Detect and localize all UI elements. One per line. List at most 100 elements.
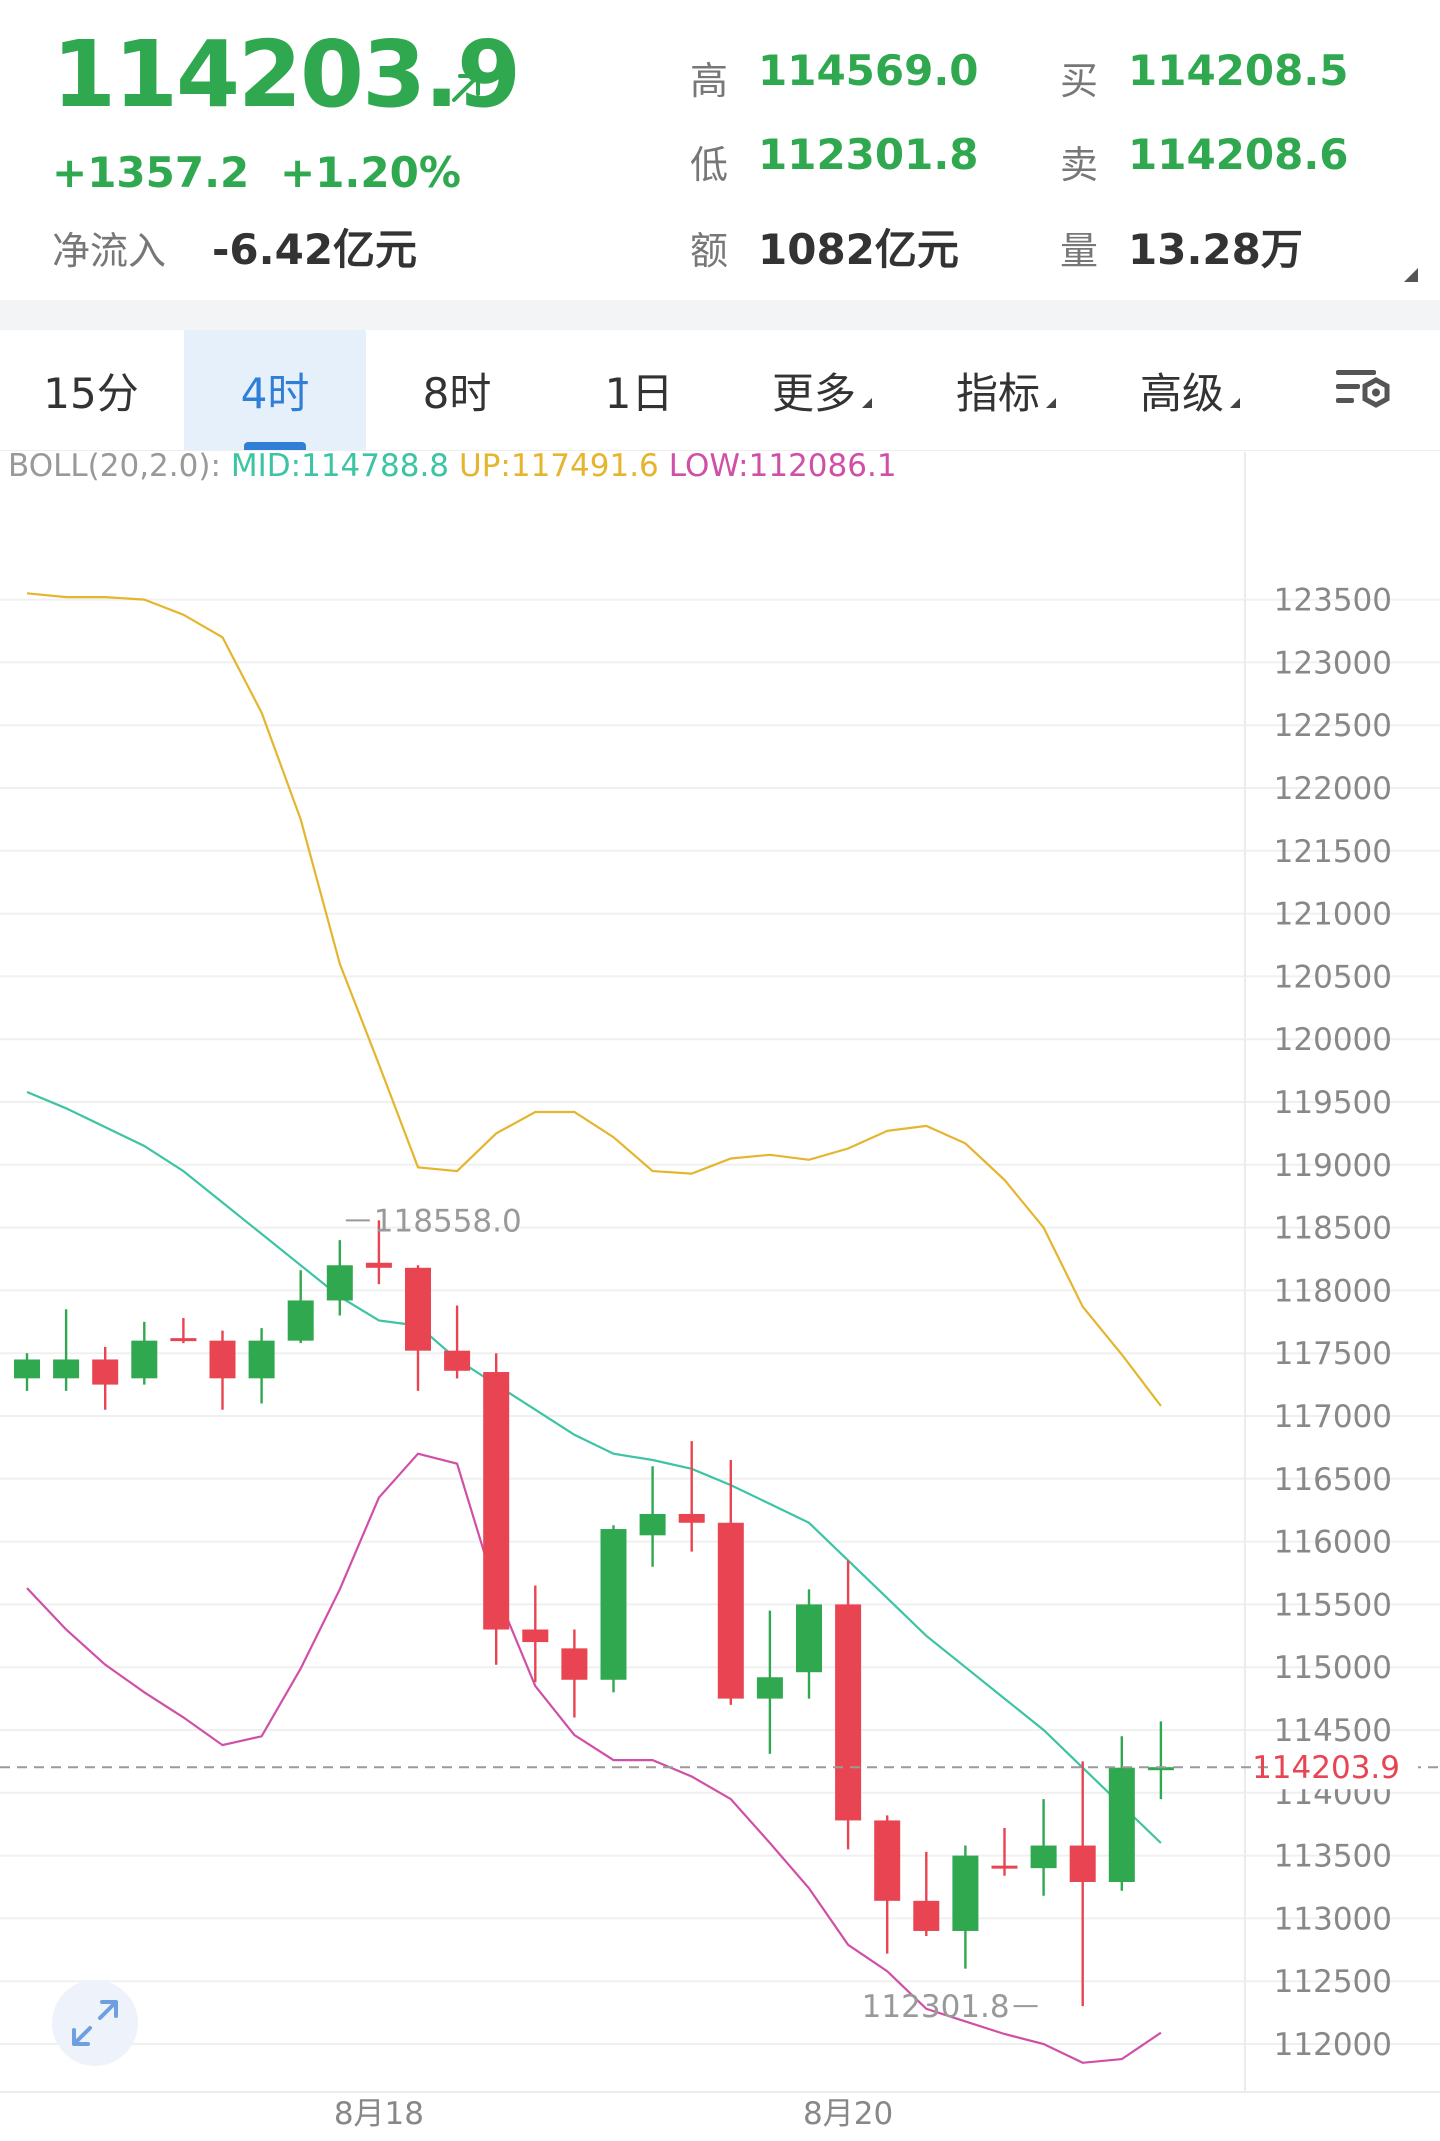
y-tick-label: 114500 xyxy=(1274,1713,1392,1749)
dropdown-triangle-icon xyxy=(862,398,872,408)
candle-body xyxy=(717,1522,744,1699)
last-price: 114203.9 xyxy=(52,21,521,128)
candle-body xyxy=(522,1629,549,1643)
candle-body xyxy=(1147,1767,1174,1771)
y-tick-label: 123500 xyxy=(1274,583,1392,619)
tab-label: 1日 xyxy=(604,368,674,418)
current-price-label-bg xyxy=(1268,1743,1418,1790)
dropdown-triangle-icon xyxy=(1230,398,1240,408)
active-tab-indicator xyxy=(244,442,306,450)
boll-lower-line xyxy=(26,1452,1162,2064)
dropdown-triangle-icon xyxy=(1046,398,1056,408)
stat-value-low: 112301.8 xyxy=(758,130,979,179)
price-change-percent: +1.20% xyxy=(280,148,461,197)
stat-value-amount: 1082亿元 xyxy=(758,225,959,274)
y-tick-label: 119500 xyxy=(1274,1085,1392,1121)
candle-body xyxy=(1030,1845,1057,1869)
price-change: +1357.2 xyxy=(52,148,250,197)
chart-settings-icon[interactable] xyxy=(1334,366,1394,416)
boll-up-label: UP:117491.6 xyxy=(459,448,659,484)
tab-1d[interactable]: 1日 xyxy=(548,330,730,450)
net-inflow-label: 净流入 xyxy=(52,229,167,273)
y-tick-label: 120500 xyxy=(1274,959,1392,995)
fullscreen-button[interactable] xyxy=(52,1980,138,2066)
y-tick-label: 117500 xyxy=(1274,1336,1392,1372)
stat-label-volume: 量 xyxy=(1060,229,1099,273)
quote-header: 114203.9 +1357.2 +1.20% 净流入 -6.42亿元 高 11… xyxy=(0,0,1440,300)
tab-label: 高级 xyxy=(1139,368,1224,418)
stat-value-ask: 114208.6 xyxy=(1128,130,1349,179)
candle-body xyxy=(756,1677,783,1699)
y-tick-label: 112000 xyxy=(1274,2027,1392,2063)
candle-body xyxy=(1108,1767,1135,1882)
y-tick-label: 122000 xyxy=(1274,771,1392,807)
stat-label-amount: 额 xyxy=(690,229,729,273)
boll-mid-label: MID:114788.8 xyxy=(230,448,450,484)
candle-body xyxy=(131,1340,158,1379)
candle-body xyxy=(874,1820,901,1901)
stat-label-ask: 卖 xyxy=(1060,143,1099,187)
tab-indicators[interactable]: 指标 xyxy=(914,330,1098,450)
candle-body xyxy=(561,1648,588,1680)
candle-body xyxy=(365,1262,392,1268)
candle-body xyxy=(326,1265,353,1301)
candle-body xyxy=(405,1267,431,1351)
section-divider xyxy=(0,300,1440,330)
tab-15min[interactable]: 15分 xyxy=(0,330,182,450)
candle-body xyxy=(600,1529,627,1680)
stat-label-low: 低 xyxy=(690,143,729,187)
tab-label: 指标 xyxy=(955,368,1040,418)
candle-body xyxy=(835,1604,862,1821)
tab-more[interactable]: 更多 xyxy=(730,330,914,450)
period-tab-bar: 15分 4时 8时 1日 更多 指标 高级 xyxy=(0,330,1440,451)
tab-advanced[interactable]: 高级 xyxy=(1098,330,1282,450)
y-tick-label: 113000 xyxy=(1274,1901,1392,1937)
candle-body xyxy=(678,1513,705,1523)
boll-mid-line xyxy=(26,1090,1162,1844)
tab-label: 15分 xyxy=(43,368,139,418)
candle-body xyxy=(248,1340,275,1379)
y-tick-label: 119000 xyxy=(1274,1148,1392,1184)
expand-icon xyxy=(72,2000,118,2046)
y-tick-label: 121000 xyxy=(1274,897,1392,933)
tab-label: 8时 xyxy=(422,368,492,418)
current-price-label: 114203.9 xyxy=(1252,1750,1400,1786)
y-tick-label: 118000 xyxy=(1274,1273,1392,1309)
y-tick-label: 118500 xyxy=(1274,1211,1392,1247)
candle-body xyxy=(287,1300,314,1341)
annotation-label: 118558.0 xyxy=(374,1203,522,1239)
candle-body xyxy=(53,1359,80,1379)
x-tick-label: 8月18 xyxy=(334,2096,424,2132)
net-inflow-value: -6.42亿元 xyxy=(212,225,418,274)
boll-low-label: LOW:112086.1 xyxy=(668,448,897,484)
boll-indicator-legend: BOLL(20,2.0): MID:114788.8 UP:117491.6 LOW:… xyxy=(8,448,907,484)
y-tick-label: 121500 xyxy=(1274,834,1392,870)
y-tick-label: 117000 xyxy=(1274,1399,1392,1435)
y-tick-label: 122500 xyxy=(1274,708,1392,744)
candle-body xyxy=(796,1604,822,1673)
candle-body xyxy=(170,1338,197,1342)
stat-label-high: 高 xyxy=(690,59,729,103)
candle-body xyxy=(1069,1845,1096,1882)
tab-8h[interactable]: 8时 xyxy=(366,330,548,450)
up-right-arrow-icon xyxy=(452,74,480,102)
candle-body xyxy=(444,1350,471,1371)
expand-header-icon[interactable] xyxy=(1404,268,1418,282)
boll-upper-line xyxy=(26,592,1162,1407)
y-tick-label: 113500 xyxy=(1274,1839,1392,1875)
tab-label: 更多 xyxy=(771,368,856,418)
x-tick-label: 8月20 xyxy=(803,2096,893,2132)
candle-body xyxy=(209,1340,236,1379)
stat-value-bid: 114208.5 xyxy=(1128,46,1349,95)
stat-value-volume: 13.28万 xyxy=(1128,225,1303,274)
y-tick-label: 112500 xyxy=(1274,1964,1392,2000)
candle-body xyxy=(952,1855,979,1931)
annotation-label: 112301.8 xyxy=(862,1989,1010,2025)
tab-4h[interactable]: 4时 xyxy=(184,330,366,450)
y-tick-label: 116500 xyxy=(1274,1462,1392,1498)
candle-body xyxy=(483,1372,510,1630)
candle-body xyxy=(913,1900,940,1931)
stat-label-bid: 买 xyxy=(1060,59,1099,103)
candle-body xyxy=(92,1359,119,1385)
y-tick-label: 114000 xyxy=(1274,1776,1392,1812)
